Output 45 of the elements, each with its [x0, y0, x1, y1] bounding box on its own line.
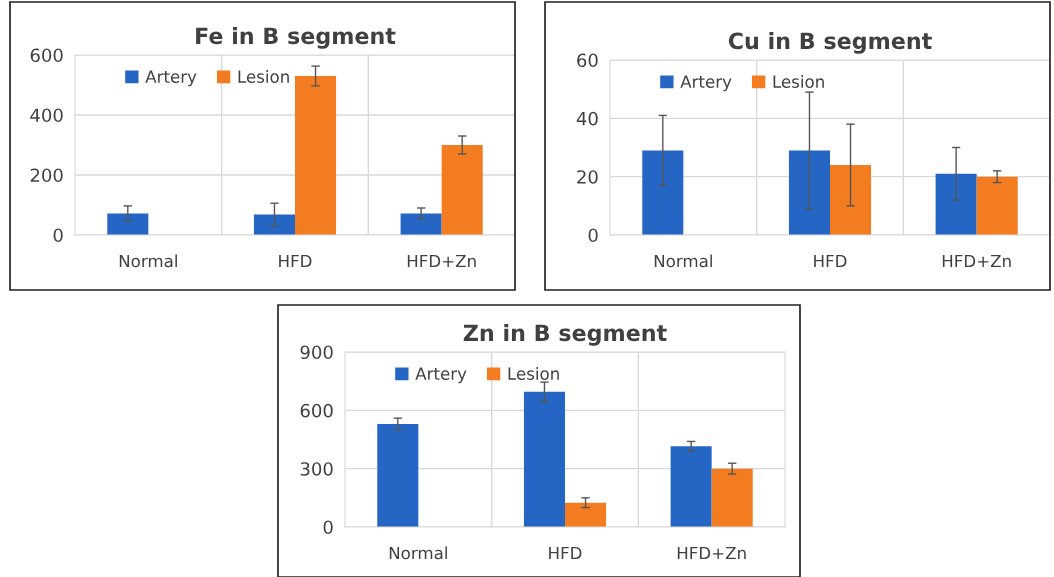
- y-tick-label: 0: [53, 228, 63, 243]
- x-tick-label: HFD: [814, 254, 847, 268]
- bar: [711, 468, 753, 527]
- x-tick-label: HFD+Zn: [677, 546, 746, 560]
- bar: [976, 176, 1018, 235]
- y-tick-label: 600: [300, 403, 333, 418]
- x-tick-label: HFD: [549, 546, 582, 560]
- y-tick-label: 20: [577, 170, 598, 184]
- y-tick-label: 300: [300, 462, 333, 476]
- y-tick-label: 600: [30, 48, 63, 63]
- bar: [253, 214, 295, 235]
- bar: [441, 145, 483, 235]
- y-tick-label: 900: [300, 345, 333, 360]
- bar: [830, 165, 872, 235]
- y-tick-label: 400: [30, 108, 63, 123]
- chart-title: Zn in B segment: [463, 324, 667, 346]
- legend-label: Lesion: [508, 367, 559, 380]
- y-tick-label: 60: [577, 53, 598, 68]
- chart-title: Fe in B segment: [196, 27, 396, 49]
- bar: [400, 213, 442, 235]
- bar: [523, 391, 565, 527]
- legend-label: Artery: [145, 70, 197, 87]
- chart-title: Cu in B segment: [728, 32, 932, 54]
- x-tick-label: Normal: [119, 254, 177, 268]
- bar: [642, 150, 684, 235]
- bar: [788, 150, 830, 235]
- bar: [935, 173, 977, 235]
- bar: [295, 76, 337, 235]
- bar: [670, 446, 712, 527]
- bar: [377, 423, 419, 527]
- y-tick-label: 0: [323, 520, 333, 535]
- x-tick-label: Normal: [654, 254, 712, 268]
- bar: [107, 213, 149, 235]
- x-tick-label: HFD+Zn: [942, 254, 1011, 268]
- legend-label: Artery: [680, 75, 732, 92]
- x-tick-label: Normal: [389, 546, 447, 560]
- legend-label: Artery: [415, 367, 467, 384]
- y-tick-label: 40: [576, 111, 598, 126]
- legend-label: Lesion: [773, 75, 824, 88]
- y-tick-label: 0: [588, 228, 598, 243]
- bar: [565, 502, 607, 527]
- x-tick-label: HFD+Zn: [407, 254, 476, 268]
- y-tick-label: 200: [30, 168, 63, 183]
- x-tick-label: HFD: [279, 254, 312, 268]
- legend-label: Lesion: [238, 70, 289, 83]
